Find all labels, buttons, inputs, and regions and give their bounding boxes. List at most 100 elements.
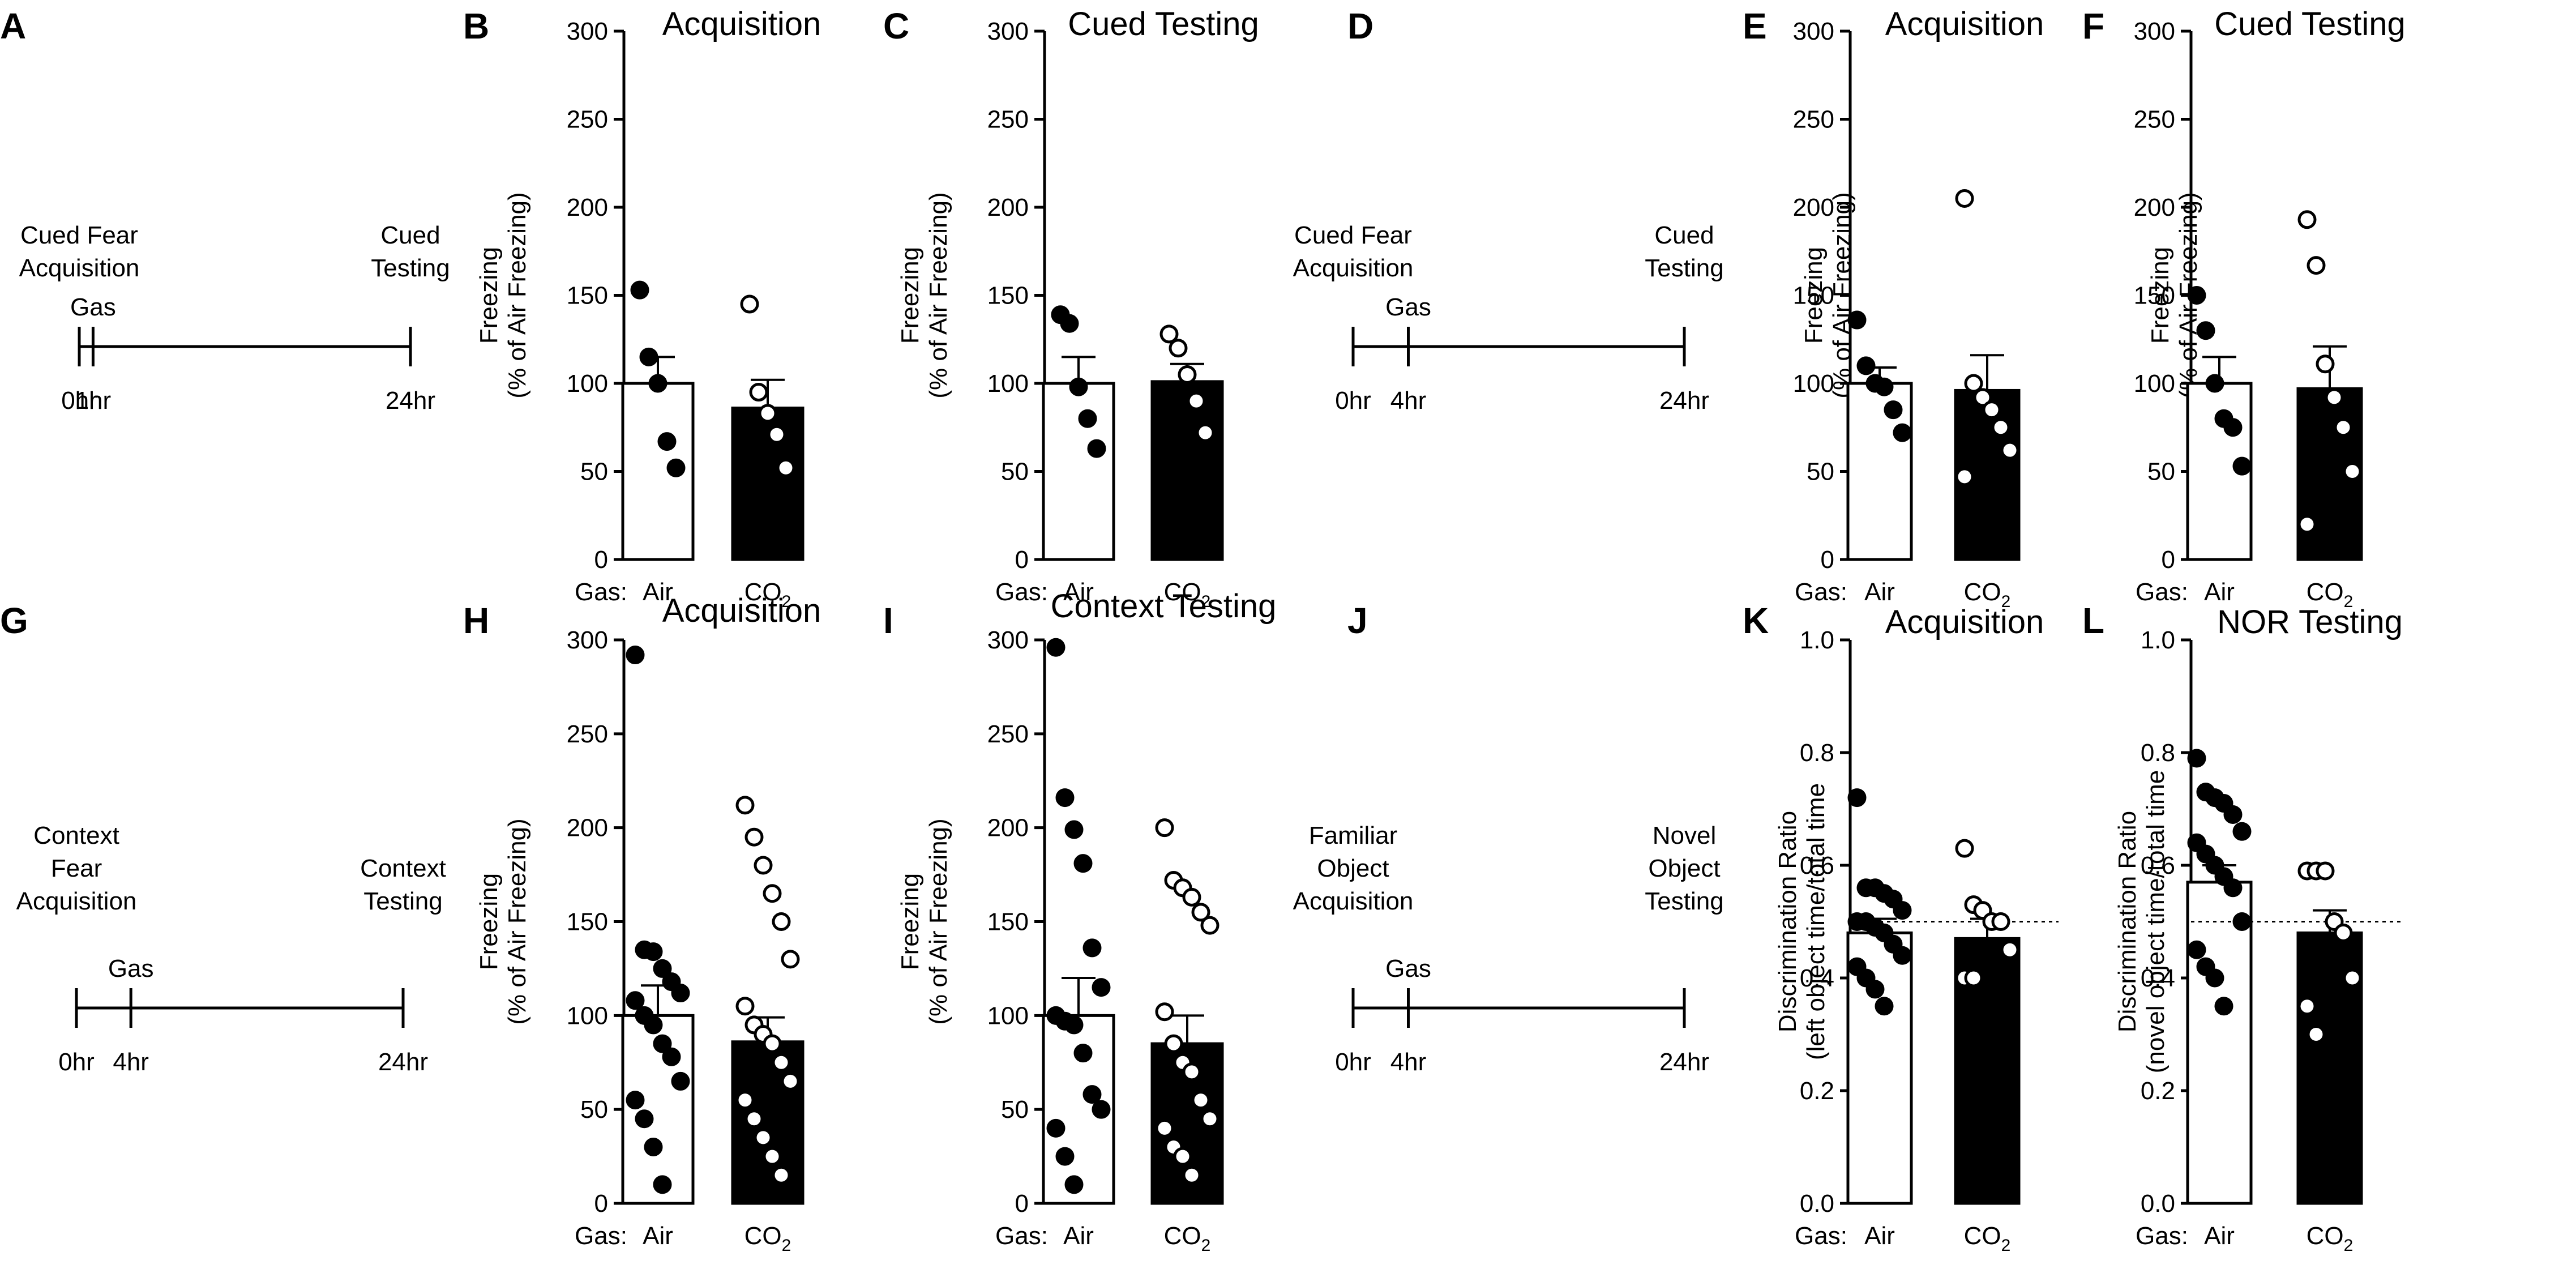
gas-label: Gas: [575, 1222, 627, 1250]
data-point-air [626, 1091, 645, 1110]
data-point-co2 [1991, 912, 2010, 931]
data-point-co2 [2307, 256, 2326, 275]
data-point-air [626, 991, 645, 1010]
data-point-co2 [2316, 861, 2335, 881]
y-tick-label: 150 [567, 282, 608, 310]
timeline-tick-label: 0hr [1335, 1048, 1371, 1076]
chart-title: Acquisition [1885, 6, 2044, 42]
data-point-air [1046, 1118, 1066, 1138]
data-point-air [2223, 805, 2243, 824]
timeline-tick-label: 4hr [113, 1048, 149, 1076]
panel-label-A: A [0, 6, 26, 46]
data-point-air [2232, 912, 2252, 931]
timeline-left-text: Cued Fear [20, 221, 138, 249]
timeline-gas-label: Gas [1385, 955, 1431, 982]
y-tick-label: 50 [580, 1096, 608, 1124]
data-point-air [1073, 1044, 1093, 1063]
y-axis-label-line: Freezing [896, 873, 924, 970]
timeline-tick-label: 1hr [75, 387, 112, 415]
data-point-co2 [763, 1034, 782, 1053]
y-axis-label: Discrimination Ratio (novel object time/t… [2113, 770, 2170, 1074]
y-axis-label-line: Discrimination Ratio [1774, 811, 1802, 1032]
data-point-air [2223, 418, 2243, 437]
y-tick-label: 300 [567, 626, 608, 654]
y-tick-label: 0 [594, 546, 608, 574]
data-point-air [2187, 749, 2206, 768]
gas-label: Gas: [995, 1222, 1048, 1250]
data-point-air [1078, 409, 1097, 428]
chart-title: Context Testing [1051, 588, 1277, 625]
data-point-air [639, 347, 658, 366]
bar-co2 [731, 1040, 805, 1205]
data-point-air [1073, 854, 1093, 873]
data-point-air [1060, 314, 1079, 333]
data-point-air [648, 374, 667, 393]
data-point-co2 [763, 1147, 782, 1166]
data-point-air [671, 984, 690, 1003]
data-point-co2 [1155, 818, 1174, 838]
y-tick-label: 300 [1793, 18, 1834, 45]
gas-label: Gas: [575, 578, 627, 606]
timeline-tick-label: 4hr [1390, 1048, 1427, 1076]
timeline-right-text: Testing [1645, 887, 1723, 915]
x-category-label: CO2 [744, 1222, 791, 1255]
y-tick-label: 250 [567, 106, 608, 134]
y-tick-label: 200 [987, 194, 1029, 221]
timeline-right-text: Cued [380, 221, 440, 249]
data-point-air [1064, 1175, 1084, 1194]
bar-co2 [731, 407, 805, 561]
timeline-left-text: Cued Fear [1294, 221, 1412, 249]
data-point-air [2214, 997, 2233, 1016]
y-tick-label: 0 [1015, 546, 1029, 574]
y-tick-label: 0 [2162, 546, 2175, 574]
y-tick-label: 200 [2134, 194, 2175, 221]
timeline-tick-label: 0hr [61, 387, 97, 415]
data-point-air [1055, 788, 1075, 808]
data-point-air [666, 458, 686, 477]
panel-label-B: B [463, 6, 489, 46]
data-point-air [644, 1138, 663, 1156]
y-tick-label: 250 [567, 720, 608, 748]
data-point-co2 [749, 383, 768, 402]
y-tick-label: 1.0 [2141, 626, 2175, 654]
y-axis-label-line: (novel object time/total time [2142, 770, 2170, 1074]
panel-label-D: D [1347, 6, 1373, 46]
data-point-air [1893, 946, 1912, 965]
y-tick-label: 0.6 [1800, 852, 1834, 879]
timeline-tick-label: 0hr [58, 1048, 95, 1076]
timeline-left-text: Familiar [1309, 822, 1397, 849]
data-point-air [1069, 377, 1088, 396]
data-point-air [1092, 1100, 1111, 1119]
y-tick-label: 100 [987, 1002, 1029, 1029]
y-tick-label: 50 [1001, 458, 1029, 486]
data-point-co2 [1191, 1091, 1210, 1110]
y-axis-label: Freezing(% of Air Freezing) [1800, 192, 1856, 398]
y-tick-label: 50 [2147, 458, 2175, 486]
y-axis-label-line: (left object time/total time [1802, 783, 1830, 1060]
data-point-air [671, 1071, 690, 1091]
data-point-co2 [1982, 400, 2001, 420]
data-point-co2 [772, 1053, 791, 1072]
x-category-label: CO2 [2307, 1222, 2354, 1255]
data-point-air [653, 1034, 672, 1053]
y-tick-label: 200 [567, 814, 608, 842]
data-point-co2 [735, 1091, 755, 1110]
data-point-air [1893, 901, 1912, 920]
panel-label-L: L [2082, 600, 2104, 641]
bar-air [2186, 881, 2253, 1205]
data-point-co2 [1173, 1147, 1192, 1166]
data-point-air [1893, 423, 1912, 442]
data-point-air [644, 942, 663, 962]
data-point-co2 [1191, 903, 1210, 922]
x-category-label: Air [1063, 1222, 1094, 1250]
panel-label-E: E [1743, 6, 1767, 46]
data-point-co2 [2325, 388, 2344, 407]
y-tick-label: 0.2 [1800, 1077, 1834, 1105]
data-point-air [1875, 997, 1894, 1016]
data-point-co2 [1182, 1062, 1201, 1082]
y-tick-label: 300 [987, 18, 1029, 45]
data-point-co2 [1200, 916, 1219, 935]
data-point-co2 [758, 404, 777, 423]
y-axis-label-line: Discrimination Ratio [2113, 811, 2141, 1032]
data-point-co2 [1178, 365, 1197, 384]
